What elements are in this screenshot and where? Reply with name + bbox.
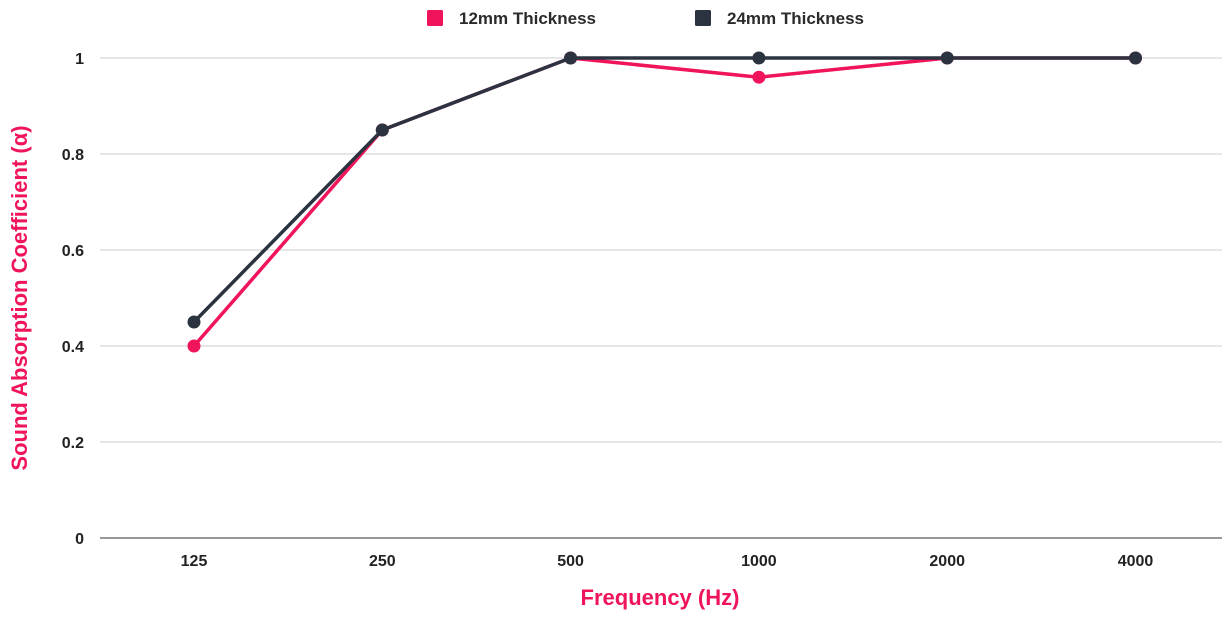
legend-label: 12mm Thickness	[459, 9, 596, 28]
data-point	[1129, 51, 1142, 65]
y-axis-title: Sound Absorption Coefficient (α)	[7, 125, 32, 470]
y-tick-label: 0.8	[62, 147, 84, 164]
series-1	[187, 51, 1142, 353]
legend-item: 12mm Thickness	[427, 9, 596, 28]
series-line	[192, 56, 1136, 348]
y-tick-label: 0.6	[62, 243, 84, 260]
x-tick-label: 1000	[741, 553, 777, 570]
x-tick-label: 125	[181, 553, 208, 570]
y-tick-label: 0.2	[62, 435, 84, 452]
legend-item: 24mm Thickness	[695, 9, 864, 28]
data-point	[187, 315, 201, 329]
x-tick-label: 4000	[1118, 553, 1154, 570]
y-tick-label: 0.4	[62, 339, 84, 356]
legend-swatch	[695, 10, 711, 26]
data-point	[564, 51, 578, 65]
gridlines	[100, 57, 1222, 539]
data-point	[187, 339, 201, 353]
x-tick-label: 250	[369, 553, 396, 570]
y-tick-label: 0	[75, 531, 84, 548]
legend-label: 24mm Thickness	[727, 9, 864, 28]
data-point	[375, 123, 389, 137]
series-2	[187, 51, 1142, 329]
series-group	[187, 51, 1142, 353]
x-axis-ticks: 125 250 500 1000 2000 4000	[181, 553, 1154, 570]
data-point	[752, 70, 766, 84]
x-axis-title: Frequency (Hz)	[581, 585, 740, 610]
legend-swatch	[427, 10, 443, 26]
x-tick-label: 2000	[929, 553, 965, 570]
y-tick-label: 1	[75, 51, 84, 68]
data-point	[752, 51, 766, 65]
series-line	[192, 56, 1136, 324]
legend: 12mm Thickness 24mm Thickness	[427, 9, 864, 28]
y-axis-ticks: 0 0.2 0.4 0.6 0.8 1	[62, 51, 84, 548]
x-tick-label: 500	[557, 553, 584, 570]
data-point	[940, 51, 954, 65]
